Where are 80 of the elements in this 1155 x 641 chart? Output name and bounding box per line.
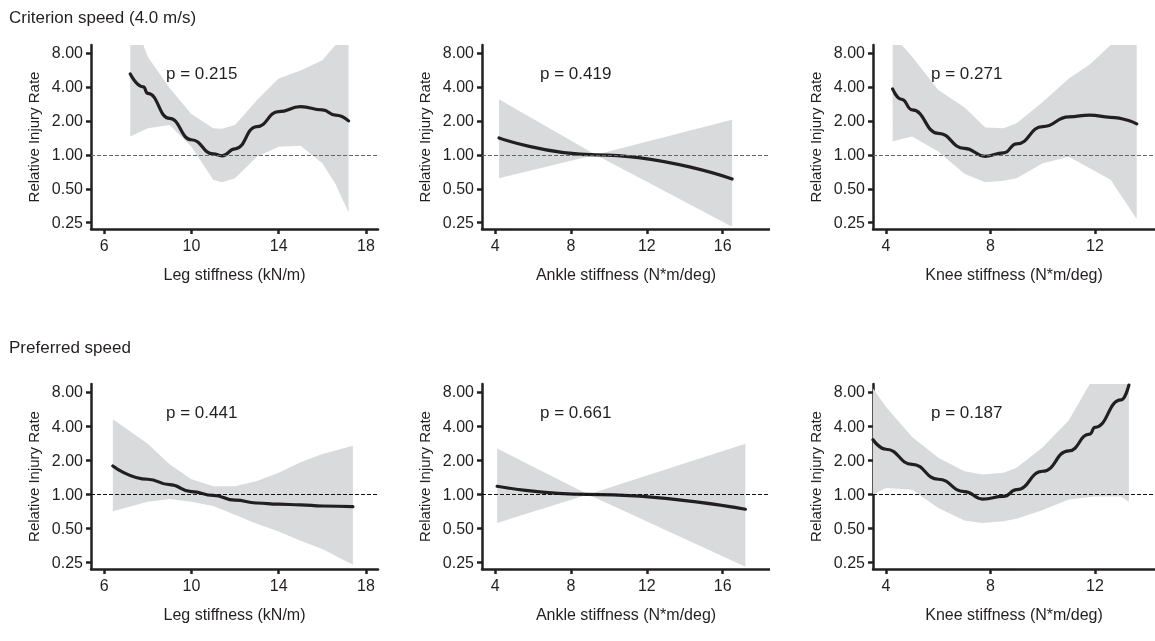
x-tick-label: 12 bbox=[1086, 576, 1104, 594]
y-tick-label: 0.25 bbox=[833, 554, 866, 572]
y-tick-label: 0.50 bbox=[442, 520, 475, 538]
y-tick-label: 0.50 bbox=[51, 520, 84, 538]
y-tick-label: 4.00 bbox=[442, 78, 475, 96]
y-axis-title: Relative Injury Rate bbox=[806, 411, 824, 542]
y-tick-label: 1.00 bbox=[51, 146, 84, 164]
chart-title: Preferred speed bbox=[9, 338, 131, 357]
x-tick-label: 12 bbox=[637, 576, 656, 594]
y-tick-label: 8.00 bbox=[51, 44, 84, 62]
annotation: p = 0.419 bbox=[540, 64, 612, 83]
annotation: p = 0.271 bbox=[931, 64, 1003, 83]
y-axis-title: Relative Injury Rate bbox=[806, 71, 824, 203]
x-tick-label: 6 bbox=[99, 576, 109, 594]
y-tick-label: 2.00 bbox=[833, 451, 866, 469]
x-tick-label: 10 bbox=[182, 576, 201, 594]
line-series bbox=[890, 87, 1139, 158]
annotation: p = 0.661 bbox=[540, 403, 612, 422]
y-tick-label: 8.00 bbox=[833, 44, 866, 62]
y-tick-label: 4.00 bbox=[833, 78, 866, 96]
y-tick-label: 8.00 bbox=[833, 383, 866, 401]
x-tick-label: 4 bbox=[881, 576, 891, 594]
x-tick-label: 16 bbox=[713, 236, 732, 254]
y-tick-label: 2.00 bbox=[442, 451, 475, 469]
y-tick-label: 0.25 bbox=[833, 214, 866, 232]
y-axis-title: Relative Injury Rate bbox=[415, 411, 433, 542]
y-tick-label: 2.00 bbox=[833, 112, 866, 130]
x-axis-title: Knee stiffness (N*m/deg) bbox=[925, 265, 1103, 283]
x-tick-label: 18 bbox=[357, 236, 375, 254]
x-tick-label: 8 bbox=[986, 236, 996, 254]
y-tick-label: 4.00 bbox=[833, 417, 866, 435]
y-tick-label: 0.50 bbox=[442, 180, 475, 198]
y-tick-label: 0.25 bbox=[51, 214, 84, 232]
x-tick-label: 10 bbox=[182, 236, 201, 254]
y-tick-label: 1.00 bbox=[442, 485, 475, 503]
chart-title: Criterion speed (4.0 m/s) bbox=[9, 8, 197, 27]
y-axis-title: Relative Injury Rate bbox=[24, 411, 42, 542]
y-tick-label: 0.50 bbox=[833, 520, 866, 538]
y-tick-label: 1.00 bbox=[51, 485, 84, 503]
x-axis-title: Ankle stiffness (N*m/deg) bbox=[535, 265, 717, 283]
x-tick-label: 18 bbox=[357, 576, 375, 594]
annotation: p = 0.215 bbox=[166, 64, 238, 83]
x-tick-label: 14 bbox=[269, 236, 288, 254]
x-tick-label: 12 bbox=[637, 236, 656, 254]
y-tick-label: 0.50 bbox=[833, 180, 866, 198]
y-axis-title: Relative Injury Rate bbox=[415, 71, 433, 203]
y-tick-label: 0.25 bbox=[442, 554, 475, 572]
x-tick-label: 8 bbox=[566, 576, 576, 594]
x-tick-label: 14 bbox=[269, 576, 288, 594]
line-series bbox=[111, 464, 355, 509]
y-tick-label: 2.00 bbox=[442, 112, 475, 130]
y-tick-label: 0.25 bbox=[51, 554, 84, 572]
y-tick-label: 4.00 bbox=[51, 78, 84, 96]
y-tick-label: 8.00 bbox=[51, 383, 84, 401]
x-tick-label: 6 bbox=[99, 236, 109, 254]
x-axis-title: Ankle stiffness (N*m/deg) bbox=[535, 605, 717, 623]
annotation: p = 0.441 bbox=[166, 403, 238, 422]
y-axis-title: Relative Injury Rate bbox=[24, 71, 42, 203]
y-tick-label: 0.25 bbox=[442, 214, 475, 232]
y-tick-label: 8.00 bbox=[442, 383, 475, 401]
y-tick-label: 1.00 bbox=[833, 146, 866, 164]
x-tick-label: 4 bbox=[490, 576, 500, 594]
x-tick-label: 16 bbox=[713, 576, 732, 594]
y-tick-label: 4.00 bbox=[442, 417, 475, 435]
y-tick-label: 4.00 bbox=[51, 417, 84, 435]
x-axis-title: Leg stiffness (kN/m) bbox=[163, 265, 306, 283]
y-tick-label: 1.00 bbox=[833, 485, 866, 503]
annotation: p = 0.187 bbox=[931, 403, 1003, 422]
x-tick-label: 4 bbox=[490, 236, 500, 254]
y-tick-label: 2.00 bbox=[51, 451, 84, 469]
x-tick-label: 4 bbox=[881, 236, 891, 254]
x-axis-title: Leg stiffness (kN/m) bbox=[163, 605, 306, 623]
y-tick-label: 1.00 bbox=[442, 146, 475, 164]
y-tick-label: 2.00 bbox=[51, 112, 84, 130]
y-tick-label: 0.50 bbox=[51, 180, 84, 198]
x-tick-label: 12 bbox=[1086, 236, 1104, 254]
x-tick-label: 8 bbox=[986, 576, 996, 594]
y-tick-label: 8.00 bbox=[442, 44, 475, 62]
x-axis-title: Knee stiffness (N*m/deg) bbox=[925, 605, 1103, 623]
x-tick-label: 8 bbox=[566, 236, 576, 254]
